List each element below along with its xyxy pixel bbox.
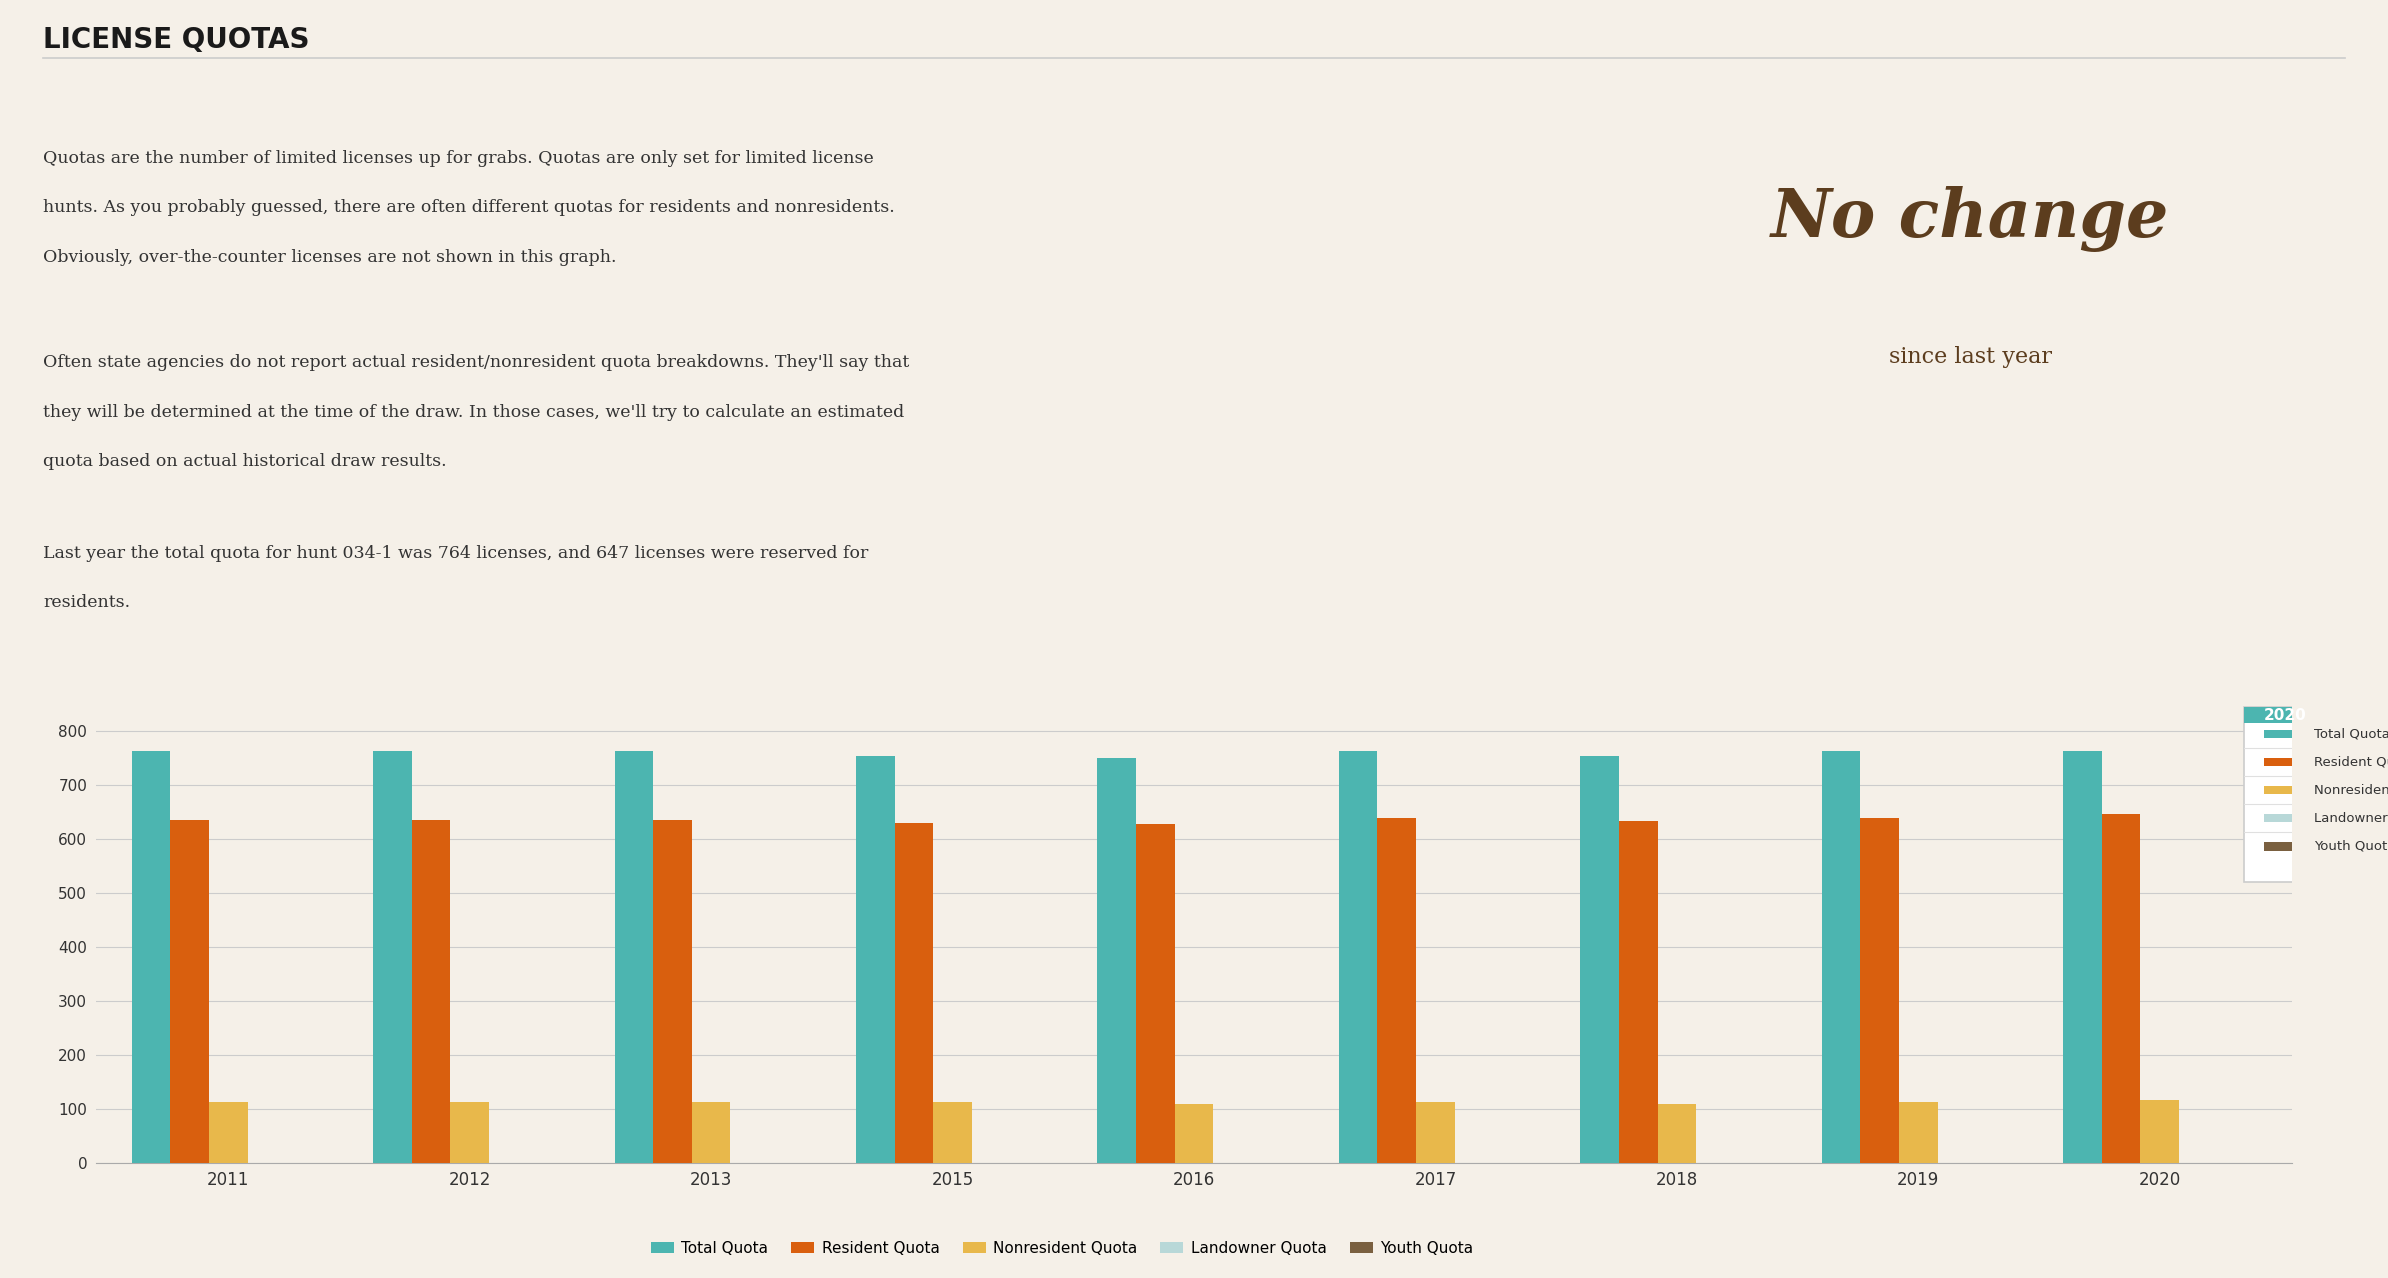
Bar (1137, 824, 1175, 1163)
Bar (2264, 786, 2297, 795)
Text: Nonresident Quota: Nonresident Quota (2314, 783, 2388, 796)
Text: quota based on actual historical draw results.: quota based on actual historical draw re… (43, 454, 447, 470)
Bar (1619, 820, 1657, 1163)
Bar (2264, 842, 2297, 851)
Bar (855, 755, 896, 1163)
Bar (2140, 1100, 2178, 1163)
Bar (451, 1102, 490, 1163)
Bar (2264, 814, 2297, 823)
Bar (170, 820, 210, 1163)
Text: Quotas are the number of limited licenses up for grabs. Quotas are only set for : Quotas are the number of limited license… (43, 150, 874, 167)
Bar (2063, 750, 2101, 1163)
FancyBboxPatch shape (2245, 707, 2388, 882)
Bar (1860, 818, 1898, 1163)
Bar (934, 1102, 972, 1163)
Bar (1822, 750, 1860, 1163)
Bar (1175, 1104, 1213, 1163)
Text: since last year: since last year (1889, 346, 2051, 368)
Bar (2101, 814, 2140, 1163)
Text: they will be determined at the time of the draw. In those cases, we'll try to ca: they will be determined at the time of t… (43, 404, 905, 420)
Text: residents.: residents. (43, 594, 129, 611)
Text: Total Quota: Total Quota (2314, 727, 2388, 740)
Text: Obviously, over-the-counter licenses are not shown in this graph.: Obviously, over-the-counter licenses are… (43, 249, 616, 266)
Legend: Total Quota, Resident Quota, Nonresident Quota, Landowner Quota, Youth Quota: Total Quota, Resident Quota, Nonresident… (645, 1235, 1481, 1263)
Text: Youth Quota: Youth Quota (2314, 840, 2388, 852)
Bar (654, 820, 693, 1163)
Text: Often state agencies do not report actual resident/nonresident quota breakdowns.: Often state agencies do not report actua… (43, 354, 910, 371)
Bar (210, 1102, 248, 1163)
Bar (131, 750, 170, 1163)
Text: 2020: 2020 (2264, 708, 2307, 722)
Bar (1340, 750, 1378, 1163)
FancyBboxPatch shape (2245, 707, 2388, 723)
Bar (896, 823, 934, 1163)
Bar (614, 750, 654, 1163)
Text: LICENSE QUOTAS: LICENSE QUOTAS (43, 26, 310, 54)
Text: Landowner Quota: Landowner Quota (2314, 812, 2388, 824)
Text: Resident Quota: Resident Quota (2314, 755, 2388, 768)
Bar (1416, 1102, 1454, 1163)
Bar (1657, 1104, 1695, 1163)
Text: hunts. As you probably guessed, there are often different quotas for residents a: hunts. As you probably guessed, there ar… (43, 199, 896, 216)
Bar (411, 820, 451, 1163)
Bar (1098, 758, 1137, 1163)
Bar (2264, 730, 2297, 739)
Bar (693, 1102, 731, 1163)
Bar (1898, 1102, 1937, 1163)
Bar (1378, 818, 1416, 1163)
Text: No change: No change (1772, 185, 2168, 252)
Bar (1581, 755, 1619, 1163)
Bar (373, 750, 411, 1163)
Bar (2264, 758, 2297, 767)
Text: Last year the total quota for hunt 034-1 was 764 licenses, and 647 licenses were: Last year the total quota for hunt 034-1… (43, 544, 869, 561)
